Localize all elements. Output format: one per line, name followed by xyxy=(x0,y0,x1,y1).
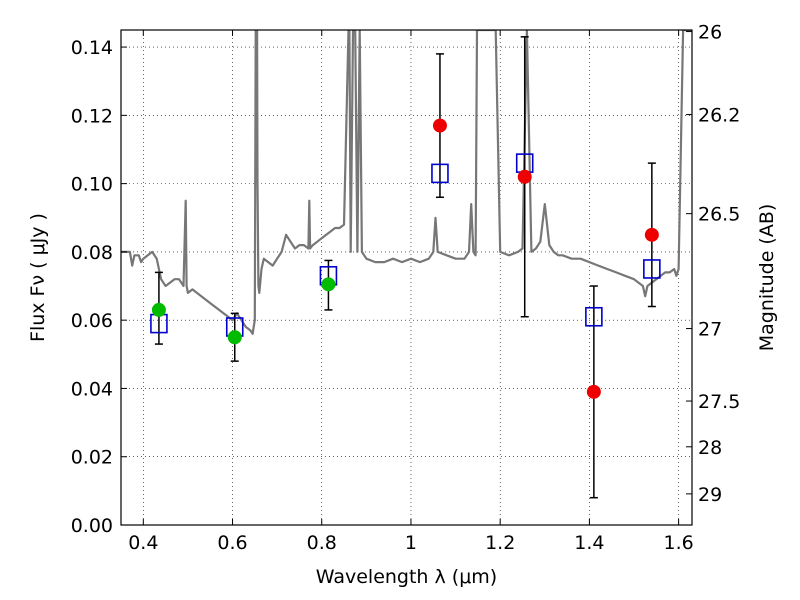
y-tick-label: 0.02 xyxy=(71,447,113,469)
observed-photometry-point xyxy=(321,277,336,292)
magnitude-tick-label: 28 xyxy=(698,437,722,459)
y-tick-label: 0.06 xyxy=(71,310,113,332)
model-photometry-square xyxy=(585,306,603,327)
y-tick-label: 0.14 xyxy=(71,37,113,59)
y-tick-label: 0.04 xyxy=(71,378,113,400)
x-tick-label: 1.4 xyxy=(574,532,604,554)
y-axis-title: Flux Fν ( μJy ) xyxy=(27,213,49,342)
magnitude-tick-label: 26.5 xyxy=(698,204,740,226)
y-tick-label: 0.00 xyxy=(71,515,113,537)
observed-photometry-point xyxy=(644,227,659,242)
marker-layer xyxy=(150,118,661,399)
x-tick-label: 0.6 xyxy=(217,532,247,554)
y-tick-label: 0.10 xyxy=(71,174,113,196)
spectrum-layer xyxy=(121,30,692,335)
grid xyxy=(121,30,692,526)
y-tick-label: 0.08 xyxy=(71,242,113,264)
y-tick-label: 0.12 xyxy=(71,105,113,127)
magnitude-tick-label: 29 xyxy=(698,484,722,506)
errorbar-layer xyxy=(154,36,656,499)
y-axis-ticks: 0.00 0.02 0.04 0.06 0.08 0.10 0.12 0.14 xyxy=(71,37,127,537)
observed-photometry-point xyxy=(586,384,601,399)
magnitude-axis-title: Magnitude (AB) xyxy=(756,204,778,352)
plot-frame xyxy=(120,29,693,526)
observed-photometry-point xyxy=(227,330,242,345)
x-tick-label: 1.2 xyxy=(485,532,515,554)
x-tick-label: 1.6 xyxy=(664,532,694,554)
observed-photometry-point xyxy=(432,118,447,133)
x-axis-ticks: 0.4 0.6 0.8 1 1.2 1.4 1.6 xyxy=(128,30,694,554)
magnitude-tick-label: 27 xyxy=(698,319,722,341)
magnitude-tick-label: 27.5 xyxy=(698,391,740,413)
model-photometry-square xyxy=(643,259,661,279)
x-axis-title: Wavelength λ (μm) xyxy=(316,566,497,588)
observed-photometry-point xyxy=(517,169,532,184)
magnitude-tick-label: 26.2 xyxy=(698,105,740,127)
x-tick-label: 0.4 xyxy=(128,532,158,554)
observed-photometry-point xyxy=(151,302,166,317)
x-tick-label: 0.8 xyxy=(307,532,337,554)
x-tick-label: 1 xyxy=(405,532,417,554)
magnitude-axis-ticks: 26 26.2 26.5 27 27.5 28 29 xyxy=(686,22,740,506)
magnitude-tick-label: 26 xyxy=(698,22,722,44)
spectrum-line xyxy=(121,30,692,335)
model-photometry-square xyxy=(431,163,449,184)
